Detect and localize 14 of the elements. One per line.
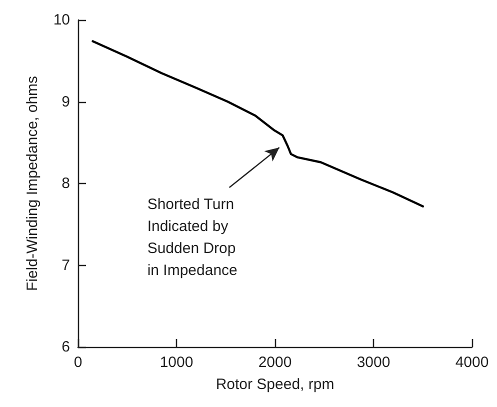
x-tick-label: 4000 <box>455 354 489 371</box>
y-tick-label: 7 <box>62 256 70 274</box>
x-axis-title: Rotor Speed, rpm <box>216 376 334 393</box>
annotation: Shorted Turn Indicated by Sudden Drop in Impedance <box>147 196 238 280</box>
y-tick-label: 10 <box>53 12 70 28</box>
y-tick-label: 9 <box>62 93 70 110</box>
x-tick-label: 3000 <box>356 354 390 371</box>
y-tick-label: 6 <box>62 338 70 356</box>
x-tick-label: 2000 <box>258 354 292 371</box>
x-tick-label: 0 <box>74 354 82 371</box>
y-tick-label: 8 <box>62 175 70 192</box>
line-series <box>92 40 424 208</box>
x-tick-label: 1000 <box>160 354 194 371</box>
y-axis-title: Field-Winding Impedance, ohms <box>24 76 41 292</box>
